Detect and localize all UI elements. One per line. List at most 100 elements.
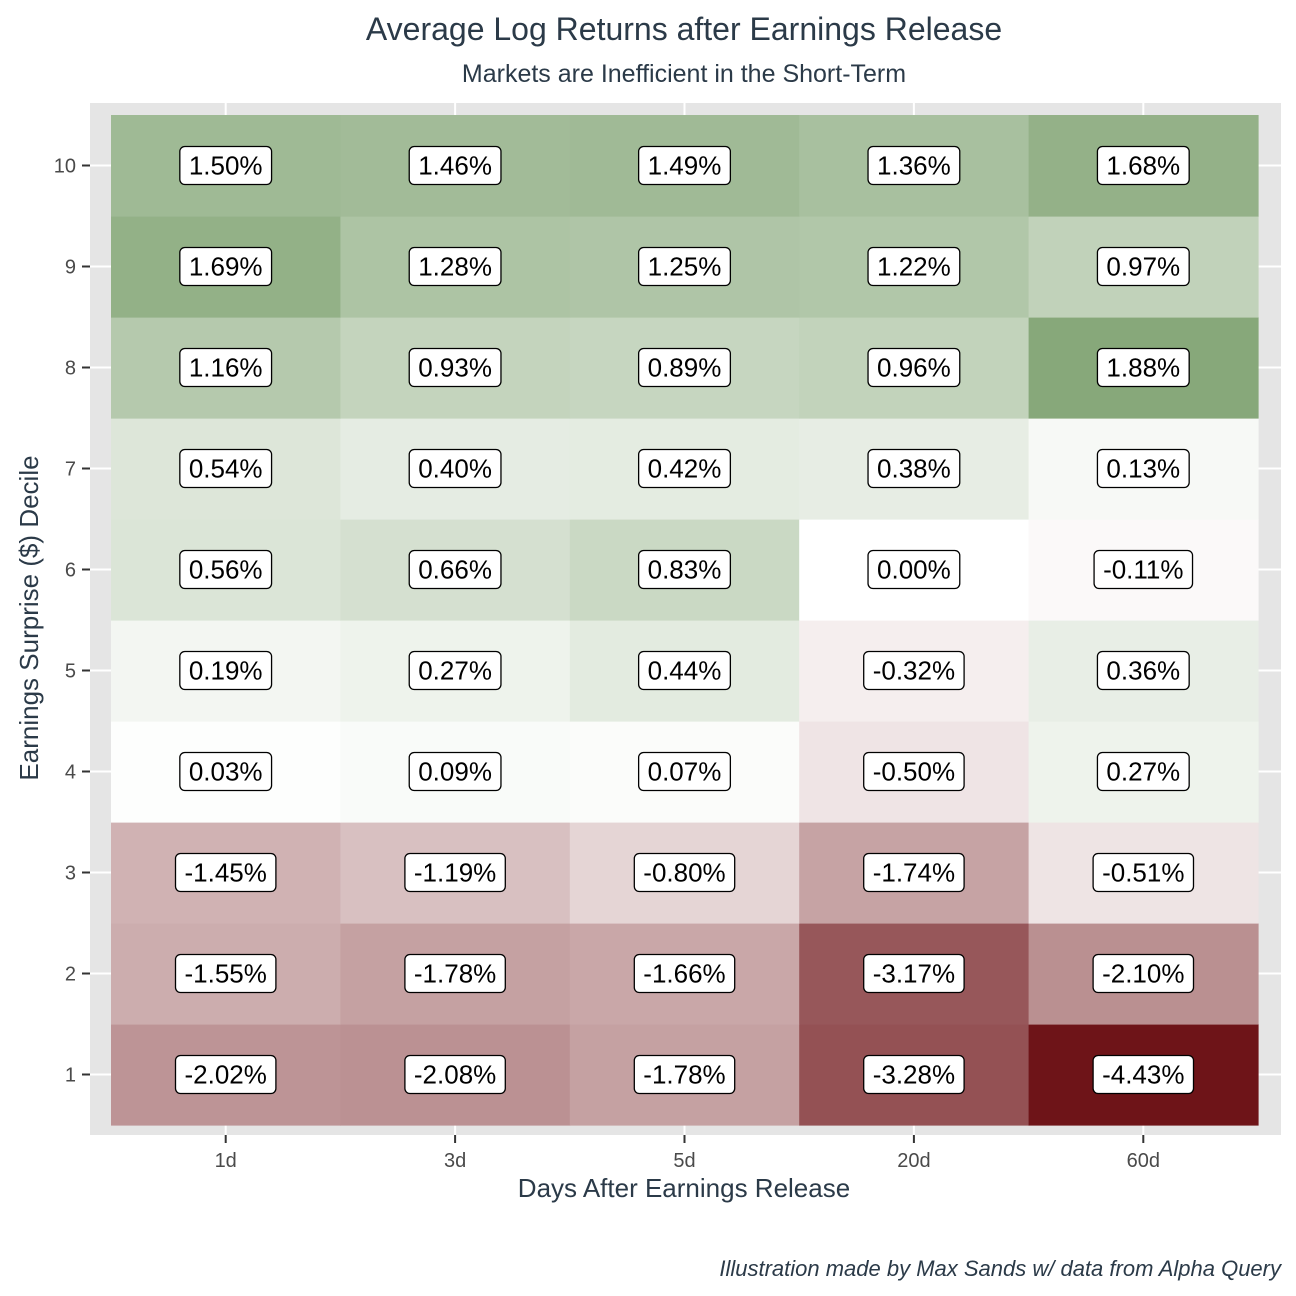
y-axis-title: Earnings Surprise ($) Decile (14, 455, 44, 780)
cell-label: 0.13% (1096, 448, 1190, 489)
cell-label: -1.55% (174, 953, 277, 994)
cell-label-text: -2.10% (1102, 959, 1184, 989)
cell-label: -3.17% (863, 953, 965, 994)
cell-label-text: 1.16% (189, 353, 263, 383)
cell-label-text: 0.27% (1106, 757, 1180, 787)
cell-label: -2.08% (404, 1054, 506, 1095)
cell-label: -1.45% (174, 852, 277, 893)
cell-label-text: -4.43% (1102, 1060, 1184, 1090)
cell-label-text: -1.45% (185, 858, 267, 888)
cell-label: 0.07% (637, 751, 732, 792)
cell-label-text: 0.56% (189, 555, 263, 585)
cell-label-text: 1.28% (418, 252, 492, 282)
cell-label-box (633, 852, 736, 893)
y-tick-label: 3 (65, 863, 76, 885)
cell-label-box (408, 448, 502, 489)
cell-label-text: -1.66% (643, 959, 725, 989)
cell-label-text: 1.22% (877, 252, 951, 282)
y-tick-label: 1 (65, 1065, 76, 1087)
cell-label-box (1096, 650, 1190, 691)
y-tick-label: 7 (65, 459, 76, 481)
cell-label: -1.19% (404, 852, 506, 893)
cell-label-text: -0.80% (643, 858, 725, 888)
y-tick-label: 10 (54, 156, 76, 178)
cell-label-text: 0.00% (877, 555, 951, 585)
cell-label-box (404, 852, 506, 893)
chart-caption: Illustration made by Max Sands w/ data f… (719, 1256, 1283, 1281)
cell-label: -1.74% (863, 852, 965, 893)
cell-label-box (404, 1054, 506, 1095)
cell-label-box (637, 448, 732, 489)
cell-label: 0.96% (867, 347, 961, 388)
cell-label-box (174, 1054, 277, 1095)
cell-label-text: 0.89% (648, 353, 722, 383)
cell-label-box (1093, 549, 1194, 590)
cell-label-box (408, 347, 502, 388)
cell-label-box (863, 852, 965, 893)
cell-label-text: 0.54% (189, 454, 263, 484)
cell-label: 1.25% (637, 246, 732, 287)
cell-label-text: 0.27% (418, 656, 492, 686)
cell-label-text: 1.46% (418, 151, 492, 181)
cell-label-box (404, 953, 506, 994)
cell-label-text: -2.02% (185, 1060, 267, 1090)
cell-label-text: 0.40% (418, 454, 492, 484)
cell-label-box (867, 448, 961, 489)
cell-label: -0.80% (633, 852, 736, 893)
cell-label: 0.83% (637, 549, 732, 590)
cell-label-box (179, 650, 273, 691)
cell-label-text: 1.36% (877, 151, 951, 181)
cell-label: 0.38% (867, 448, 961, 489)
cell-label: 0.27% (1096, 751, 1190, 792)
cell-label-box (408, 246, 502, 287)
x-axis-title: Days After Earnings Release (518, 1173, 850, 1203)
cell-label: 1.36% (867, 145, 961, 186)
cell-label: 0.40% (408, 448, 502, 489)
cell-label-box (408, 650, 502, 691)
cell-label: 0.66% (408, 549, 502, 590)
cell-label-box (867, 246, 961, 287)
cell-label-box (633, 953, 736, 994)
cell-label-box (1092, 953, 1195, 994)
cell-label: 0.19% (179, 650, 273, 691)
cell-label-box (179, 347, 273, 388)
cell-label-text: 0.36% (1106, 656, 1180, 686)
cell-label-text: 0.13% (1106, 454, 1180, 484)
cell-label-box (637, 145, 732, 186)
cell-label-box (1092, 1054, 1195, 1095)
cell-label: 1.46% (408, 145, 502, 186)
cell-label-text: 1.88% (1106, 353, 1180, 383)
cell-label-text: -1.78% (643, 1060, 725, 1090)
cell-label: 0.89% (637, 347, 732, 388)
x-tick-label: 3d (444, 1150, 466, 1172)
cell-label-box (1092, 852, 1195, 893)
cell-label: 1.22% (867, 246, 961, 287)
y-tick-label: 5 (65, 661, 76, 683)
cell-label-text: 1.68% (1106, 151, 1180, 181)
cell-label-box (637, 751, 732, 792)
cell-label: 0.42% (637, 448, 732, 489)
cell-label-text: 1.69% (189, 252, 263, 282)
cell-label-text: 0.09% (418, 757, 492, 787)
cell-label-text: -1.19% (414, 858, 496, 888)
cell-label: 0.97% (1096, 246, 1190, 287)
cell-label: -0.51% (1092, 852, 1195, 893)
cell-label: 1.28% (408, 246, 502, 287)
cell-label-text: 0.03% (189, 757, 263, 787)
cell-label: 1.16% (179, 347, 273, 388)
cell-label-text: -0.11% (1103, 555, 1183, 585)
cell-label-text: 1.25% (648, 252, 722, 282)
cell-label-box (867, 347, 961, 388)
cell-label-text: 0.96% (877, 353, 951, 383)
cell-label-box (1096, 448, 1190, 489)
cell-label-box (633, 1054, 736, 1095)
cell-label-text: -2.08% (414, 1060, 496, 1090)
cell-label-text: -3.28% (873, 1060, 955, 1090)
cell-label: -2.10% (1092, 953, 1195, 994)
cell-label-text: -0.32% (873, 656, 955, 686)
cell-label-text: -3.17% (873, 959, 955, 989)
cell-label-text: 0.66% (418, 555, 492, 585)
cell-label-text: 0.83% (648, 555, 722, 585)
x-tick-label: 60d (1127, 1150, 1160, 1172)
cell-label-box (408, 145, 502, 186)
